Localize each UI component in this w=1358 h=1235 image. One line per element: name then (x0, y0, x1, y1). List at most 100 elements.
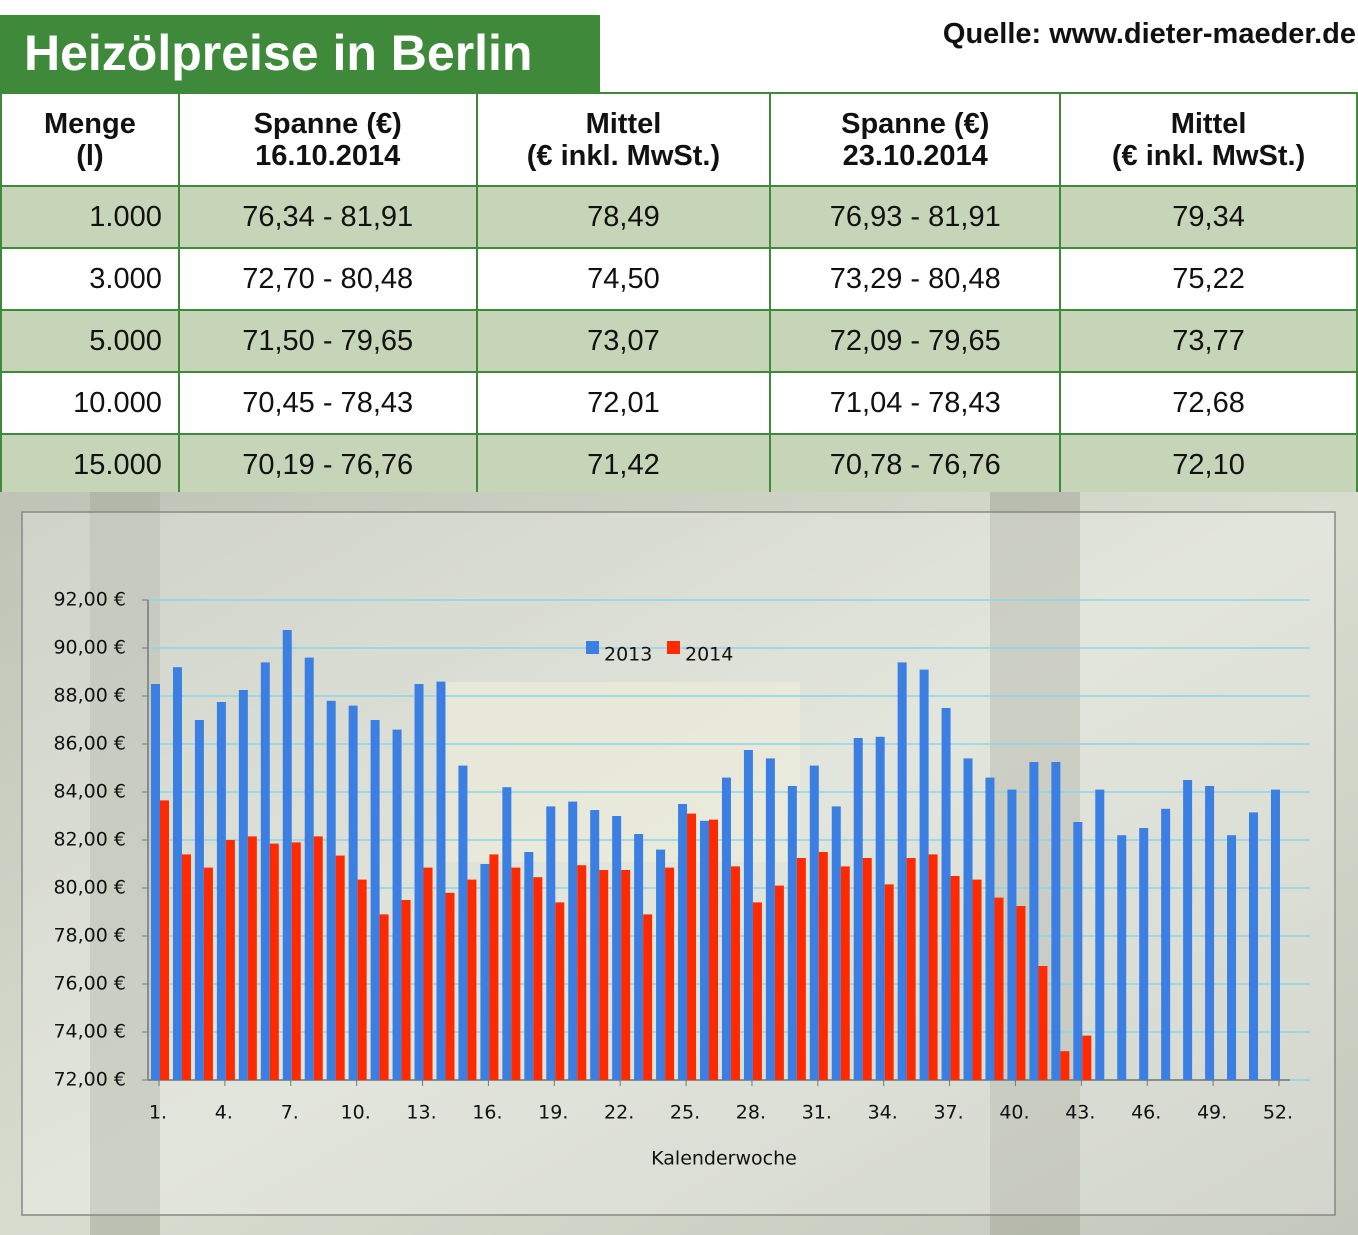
bar (840, 866, 850, 1080)
table-cell: 72,01 (475, 371, 772, 435)
x-tick-label: 28. (736, 1102, 766, 1124)
table-cell: 72,68 (1059, 371, 1358, 435)
table-row: 5.000 71,50 - 79,65 73,07 72,09 - 79,65 73,7… (0, 309, 1358, 373)
bar (335, 855, 345, 1080)
table-cell: 73,77 (1059, 309, 1358, 373)
y-tick-label: 82,00 € (53, 829, 126, 851)
source: Quelle: www.dieter-maeder.de (942, 18, 1356, 50)
bar (172, 667, 182, 1080)
bar (269, 843, 279, 1080)
x-tick-label: 43. (1065, 1102, 1095, 1124)
bar (665, 867, 675, 1080)
table-cell: 71,42 (475, 433, 772, 497)
x-tick-label: 40. (999, 1102, 1029, 1124)
y-tick-label: 84,00 € (53, 781, 126, 803)
bar (291, 842, 301, 1080)
table-cell: 74,50 (475, 247, 772, 311)
bar (709, 819, 718, 1080)
bar (643, 914, 653, 1080)
bar (612, 816, 622, 1080)
table-body: 1.000 76,34 - 81,91 78,49 76,93 - 81,91 79,3… (0, 185, 1358, 497)
bar (225, 840, 235, 1080)
bar (546, 806, 556, 1080)
y-tick-label: 74,00 € (53, 1021, 126, 1043)
table-cell: 3.000 (0, 247, 180, 311)
bar (423, 867, 433, 1080)
bar (203, 867, 213, 1080)
bar (379, 914, 389, 1080)
chart: 72,00 € 74,00 € 76,00 € 78,00 € 80,00 € 82,00… (0, 492, 1358, 1235)
bar (533, 877, 543, 1080)
bar (502, 787, 512, 1080)
x-tick-label: 34. (868, 1102, 898, 1124)
bar (985, 777, 995, 1080)
bar (818, 852, 828, 1080)
bar (555, 902, 565, 1080)
bar (678, 804, 688, 1080)
table-row: 3.000 72,70 - 80,48 74,50 73,29 - 80,48 75,2… (0, 247, 1358, 311)
bar (348, 705, 358, 1080)
x-tick-label: 19. (538, 1102, 568, 1124)
bar (599, 870, 609, 1080)
bar (1117, 835, 1127, 1080)
bar (458, 765, 468, 1080)
x-tick-label: 25. (670, 1102, 700, 1124)
header-line: Mittel (1170, 107, 1247, 140)
bar (1060, 1051, 1070, 1080)
bar (752, 902, 762, 1080)
bar (743, 750, 753, 1080)
table-cell: 76,34 - 81,91 (177, 185, 478, 249)
bar (151, 684, 160, 1080)
column-header: Spanne (€) 23.10.2014 (769, 92, 1062, 187)
bar (765, 758, 775, 1080)
table-cell: 71,04 - 78,43 (769, 371, 1062, 435)
column-header: Mittel (€ inkl. MwSt.) (475, 92, 772, 187)
bar (796, 858, 806, 1080)
bar (1051, 762, 1061, 1080)
y-tick-label: 76,00 € (53, 973, 126, 995)
table-cell: 79,34 (1059, 185, 1358, 249)
header-row: Menge (l) Spanne (€) 16.10.2014 Mittel (€ ink… (0, 92, 1358, 187)
bar (963, 758, 973, 1080)
header-line: (€ inkl. MwSt.) (1111, 139, 1306, 172)
x-tick-label: 37. (933, 1102, 963, 1124)
header-line: (€ inkl. MwSt.) (526, 139, 721, 172)
bar (941, 708, 951, 1080)
bar (436, 681, 446, 1080)
x-tick-label: 10. (341, 1102, 371, 1124)
bar (928, 854, 938, 1080)
bar (590, 810, 600, 1080)
bar (831, 806, 841, 1080)
bar (489, 854, 499, 1080)
table-cell: 70,45 - 78,43 (177, 371, 478, 435)
y-tick-label: 90,00 € (53, 637, 126, 659)
bar (282, 630, 292, 1080)
y-tick-label: 92,00 € (53, 589, 126, 611)
bar (313, 836, 323, 1080)
bar (1016, 906, 1026, 1080)
y-tick-label: 72,00 € (53, 1069, 126, 1091)
table-cell: 73,07 (475, 309, 772, 373)
bar (700, 820, 709, 1080)
bar (357, 879, 367, 1080)
header-line: 16.10.2014 (255, 139, 401, 172)
bar (1029, 762, 1039, 1080)
y-tick-label: 88,00 € (53, 685, 126, 707)
legend-label: 2013 (604, 644, 652, 666)
header-line: Spanne (€) (253, 107, 402, 140)
bar (897, 662, 907, 1080)
y-tick-label: 80,00 € (53, 877, 126, 899)
x-tick-label: 49. (1197, 1102, 1227, 1124)
bar (656, 849, 666, 1080)
y-tick-label: 86,00 € (53, 733, 126, 755)
table-cell: 5.000 (0, 309, 180, 373)
x-tick-label: 13. (406, 1102, 436, 1124)
bar (1007, 789, 1017, 1080)
bar (875, 736, 885, 1080)
table-cell: 72,70 - 80,48 (177, 247, 478, 311)
x-tick-label: 1. (149, 1102, 167, 1124)
table-row: 1.000 76,34 - 81,91 78,49 76,93 - 81,91 79,3… (0, 185, 1358, 249)
table-cell: 76,93 - 81,91 (769, 185, 1062, 249)
bar (1183, 780, 1193, 1080)
